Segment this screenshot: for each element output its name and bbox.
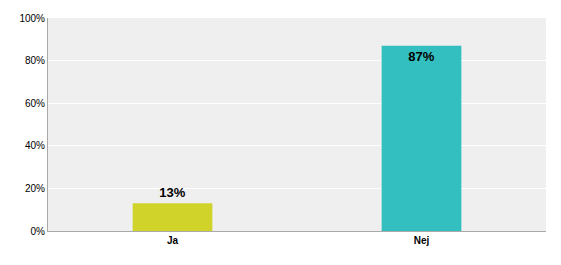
svg-text:Ja: Ja (167, 235, 179, 246)
svg-text:20%: 20% (25, 183, 45, 194)
svg-text:0%: 0% (31, 226, 46, 237)
svg-text:80%: 80% (25, 55, 45, 66)
svg-text:100%: 100% (19, 13, 45, 24)
svg-text:Nej: Nej (414, 235, 430, 246)
svg-text:87%: 87% (408, 49, 434, 64)
svg-text:40%: 40% (25, 140, 45, 151)
svg-text:13%: 13% (159, 185, 185, 200)
svg-text:60%: 60% (25, 98, 45, 109)
